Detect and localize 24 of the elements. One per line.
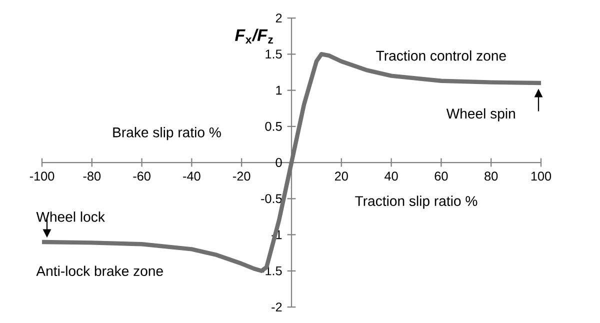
x-tick-label: -20 xyxy=(233,172,250,181)
y-tick-label: 0.5 xyxy=(265,122,282,131)
x-tick-label: 20 xyxy=(335,172,348,181)
annotation: Brake slip ratio % xyxy=(113,127,221,140)
annotation: Anti-lock brake zone xyxy=(36,266,163,276)
y-tick-label: -0.5 xyxy=(261,194,282,204)
y-tick-label: 2 xyxy=(276,14,282,22)
y-tick-label: -2 xyxy=(272,302,282,312)
annotation: Wheel lock xyxy=(36,212,105,222)
x-tick-label: 100 xyxy=(531,172,552,181)
x-tick-label: 40 xyxy=(384,172,398,181)
x-axis-title: Traction slip ratio % xyxy=(355,196,478,209)
x-tick-label: -80 xyxy=(83,172,101,181)
annotation: Wheel spin xyxy=(446,108,515,122)
y-tick-label: 0 xyxy=(276,158,282,167)
x-tick-label: -100 xyxy=(30,172,54,181)
x-tick-label: -40 xyxy=(183,172,200,181)
x-tick-label: -60 xyxy=(133,172,150,181)
y-tick-label: 1 xyxy=(276,86,282,95)
x-tick-label: 80 xyxy=(484,172,498,181)
annotation: Traction control zone xyxy=(376,50,506,61)
x-tick-label: 60 xyxy=(434,172,448,181)
y-axis-title: F$_{x}$/F$_{z}$ xyxy=(235,28,273,44)
y-tick-label: 1.5 xyxy=(266,50,282,59)
